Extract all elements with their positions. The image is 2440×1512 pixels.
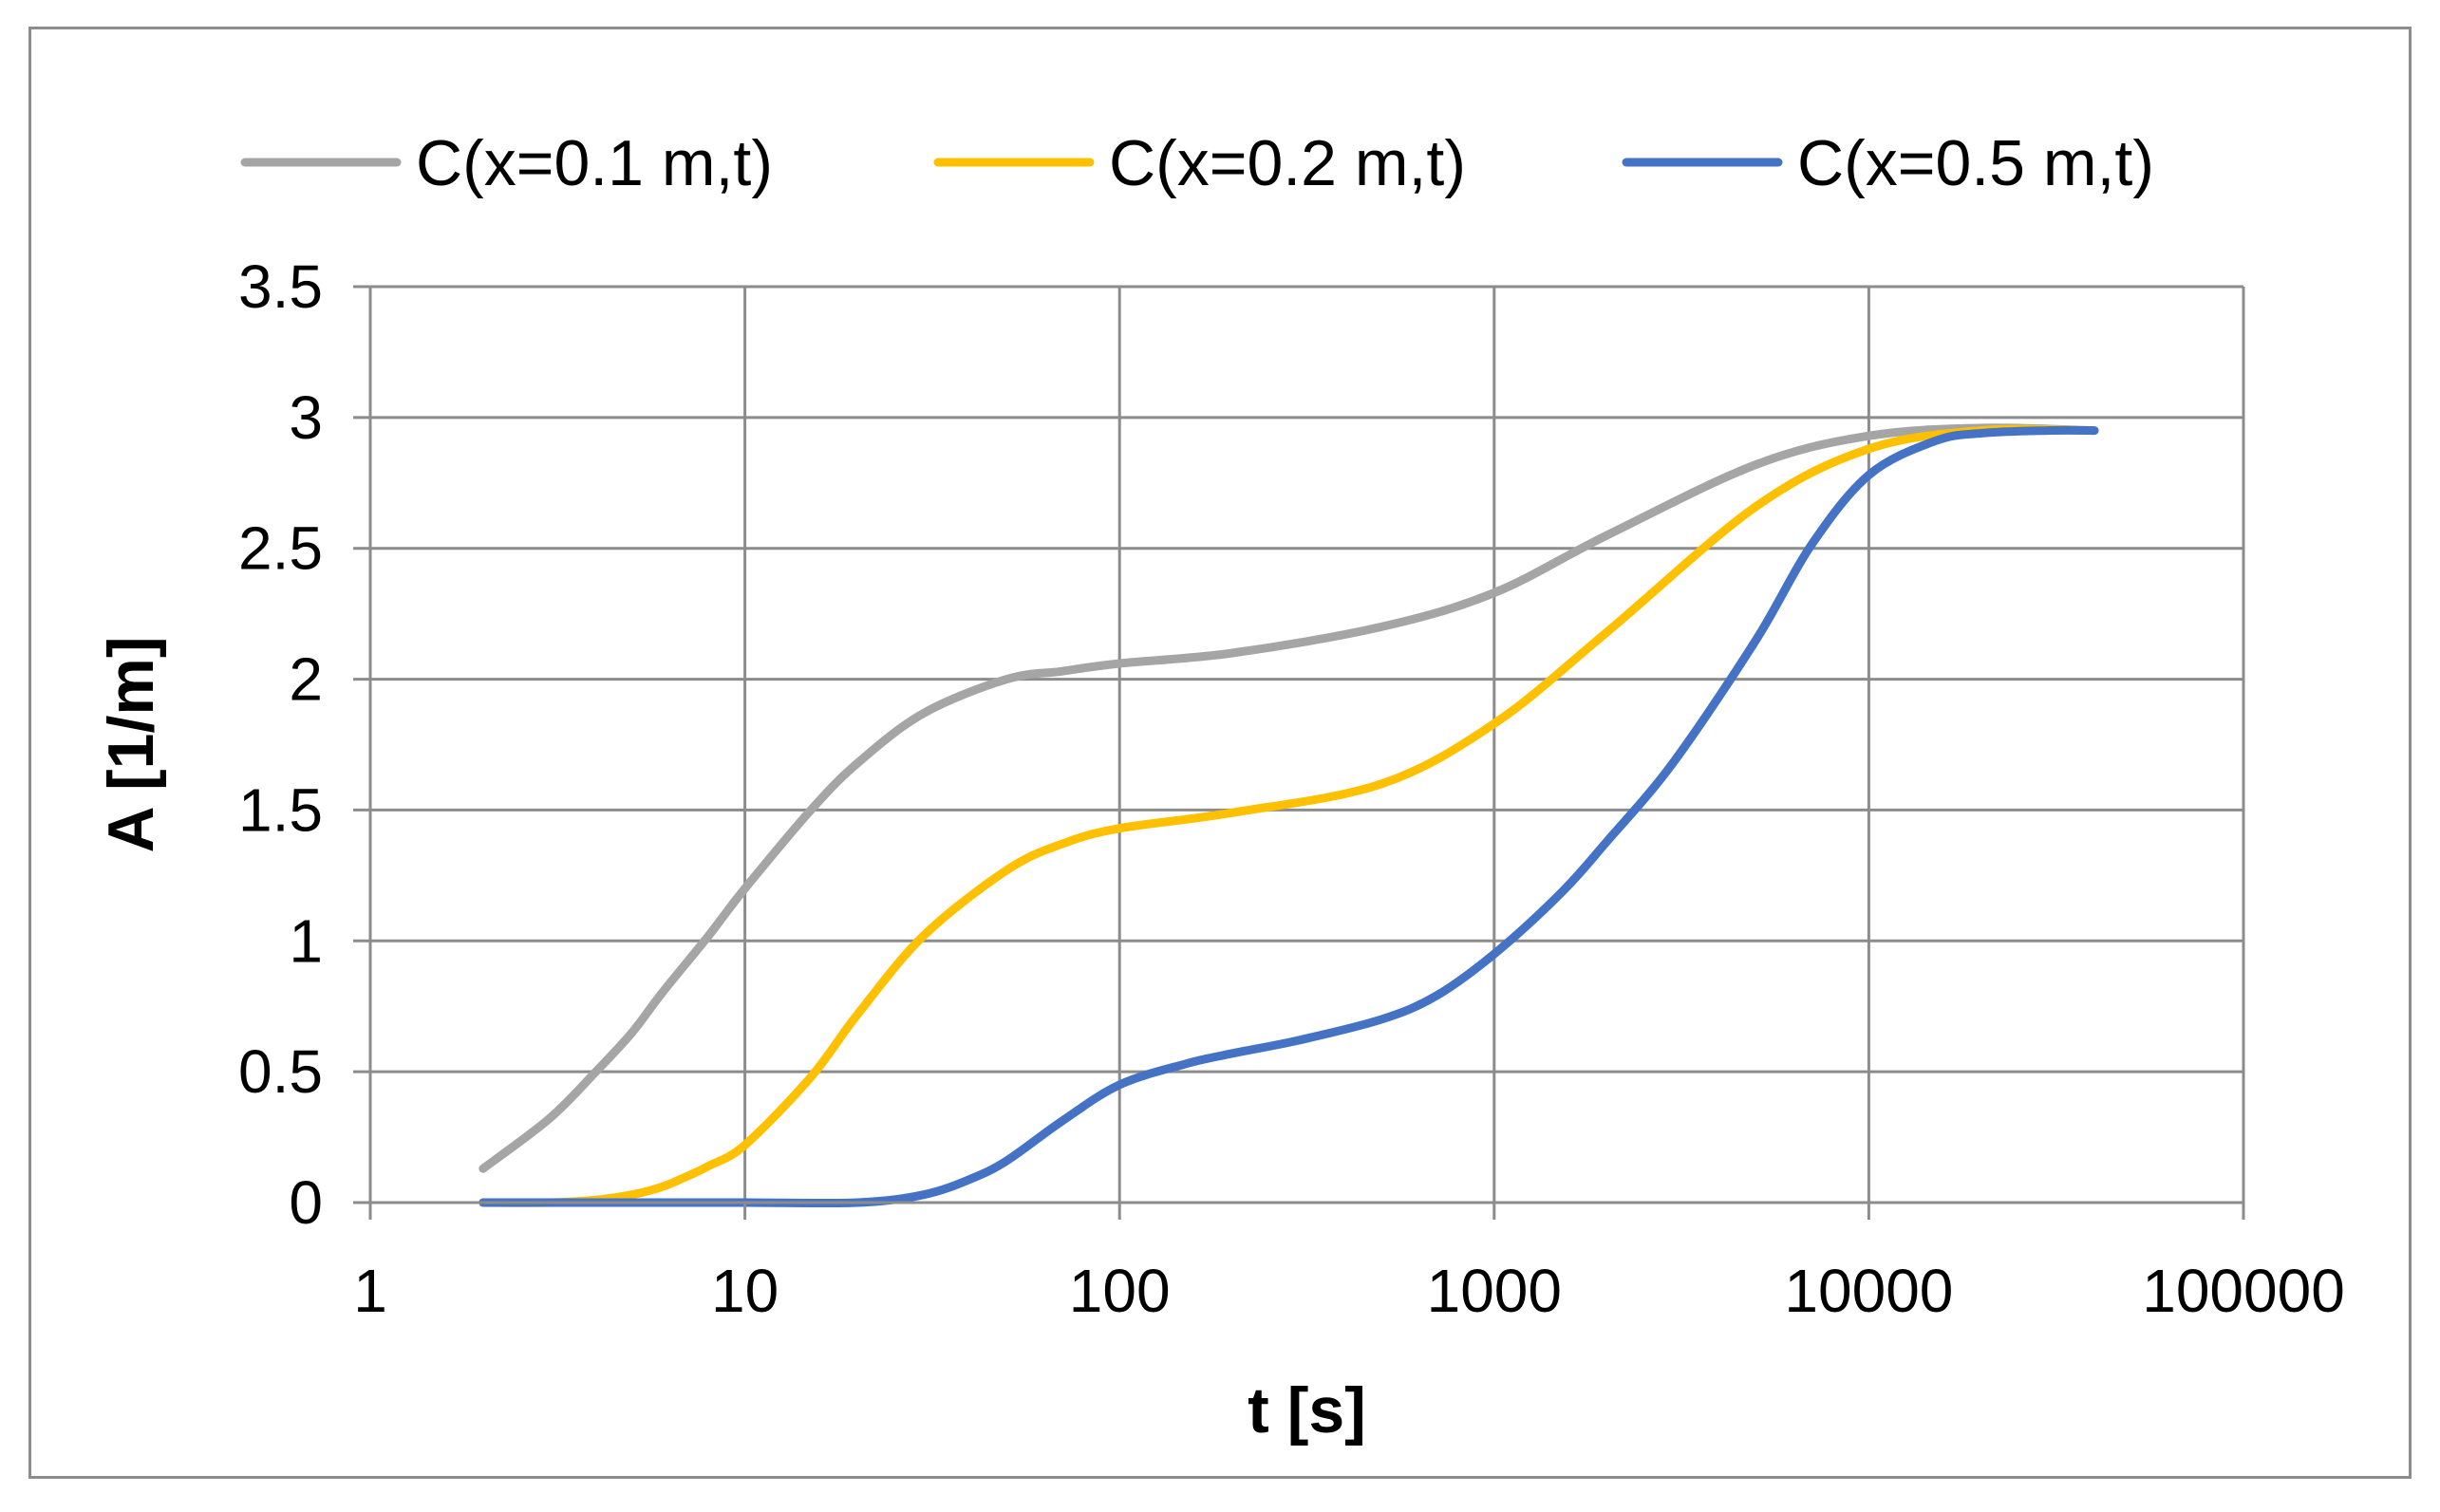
- y-tick-label: 1: [289, 906, 323, 975]
- x-tick-label: 10000: [1784, 1257, 1953, 1325]
- legend-label-1: C(x=0.1 m,t): [416, 127, 773, 199]
- y-tick-label: 2.5: [238, 514, 323, 583]
- legend: C(x=0.1 m,t) C(x=0.2 m,t) C(x=0.5 m,t): [240, 127, 2154, 199]
- y-tick-label: 1.5: [238, 775, 323, 844]
- series-line-3: [479, 425, 2099, 1208]
- y-tick-label: 2: [289, 645, 323, 714]
- x-tick-label: 100: [1069, 1257, 1171, 1325]
- y-tick-label: 0.5: [238, 1037, 323, 1106]
- legend-label-2: C(x=0.2 m,t): [1109, 127, 1466, 199]
- x-tick-label: 1000: [1427, 1257, 1562, 1325]
- legend-label-3: C(x=0.5 m,t): [1797, 127, 2154, 199]
- series-line-2: [479, 424, 2099, 1207]
- y-tick-label: 0: [289, 1168, 323, 1237]
- x-tick-label: 1: [353, 1257, 387, 1325]
- grid-layer: [368, 285, 2245, 1203]
- x-tick-label: 10: [711, 1257, 779, 1325]
- series-line-1: [479, 423, 2099, 1173]
- y-axis-title: A [1/m]: [95, 637, 167, 853]
- series-layer: [479, 423, 2099, 1208]
- chart-frame: 0 0.5 1 1.5 2 2.5 3 3.5 1 10 100 1000 10000 100000 C(…: [28, 27, 2412, 1479]
- x-axis-title: t [s]: [1248, 1374, 1366, 1447]
- axis-layer: 0 0.5 1 1.5 2 2.5 3 3.5 1 10 100 1000 10000 100000: [238, 252, 2345, 1325]
- x-tick-label: 100000: [2142, 1257, 2345, 1325]
- y-tick-label: 3: [289, 383, 323, 452]
- chart-svg: 0 0.5 1 1.5 2 2.5 3 3.5 1 10 100 1000 10000 100000 C(…: [95, 127, 2345, 1447]
- y-tick-label: 3.5: [238, 252, 323, 321]
